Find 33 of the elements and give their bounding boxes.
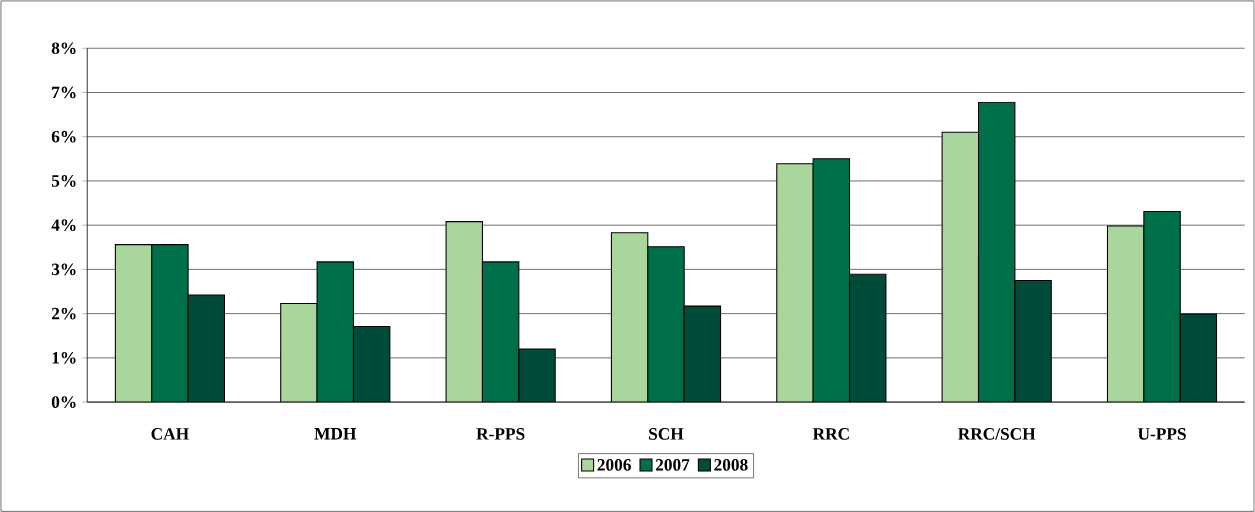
x-tick-label: U-PPS <box>1137 427 1186 440</box>
bar <box>280 303 318 402</box>
bar <box>611 232 648 402</box>
bar <box>1106 225 1145 402</box>
bar <box>849 274 886 402</box>
bar <box>518 348 556 402</box>
y-tick-label: 5% <box>51 174 76 187</box>
y-tick-label: 8% <box>51 42 76 54</box>
bar <box>1179 313 1218 402</box>
bar <box>1014 280 1052 402</box>
x-tick-label: R-PPS <box>476 427 525 440</box>
bar <box>353 326 390 402</box>
y-tick-label: 4% <box>51 219 76 231</box>
x-tick-label: SCH <box>649 427 684 440</box>
legend-label: 2006 <box>597 458 631 471</box>
y-tick-label: 1% <box>52 351 76 364</box>
bar <box>942 132 979 402</box>
y-tick-label: 6% <box>51 130 76 143</box>
x-tick-label: CAH <box>151 427 189 440</box>
legend-label: 2008 <box>714 458 748 471</box>
bar <box>776 163 814 402</box>
y-tick-label: 7% <box>52 86 76 99</box>
legend-label: 2007 <box>655 458 690 471</box>
bar <box>115 244 152 402</box>
x-tick-label: RRC/SCH <box>958 427 1036 440</box>
y-tick-label: 0% <box>51 396 76 408</box>
bar <box>446 221 483 402</box>
bar <box>188 294 225 402</box>
y-tick-label: 2% <box>51 307 76 320</box>
x-tick-label: RRC <box>812 427 849 440</box>
x-tick-label: MDH <box>314 427 357 440</box>
bar <box>684 305 721 402</box>
y-tick-label: 3% <box>51 263 76 276</box>
